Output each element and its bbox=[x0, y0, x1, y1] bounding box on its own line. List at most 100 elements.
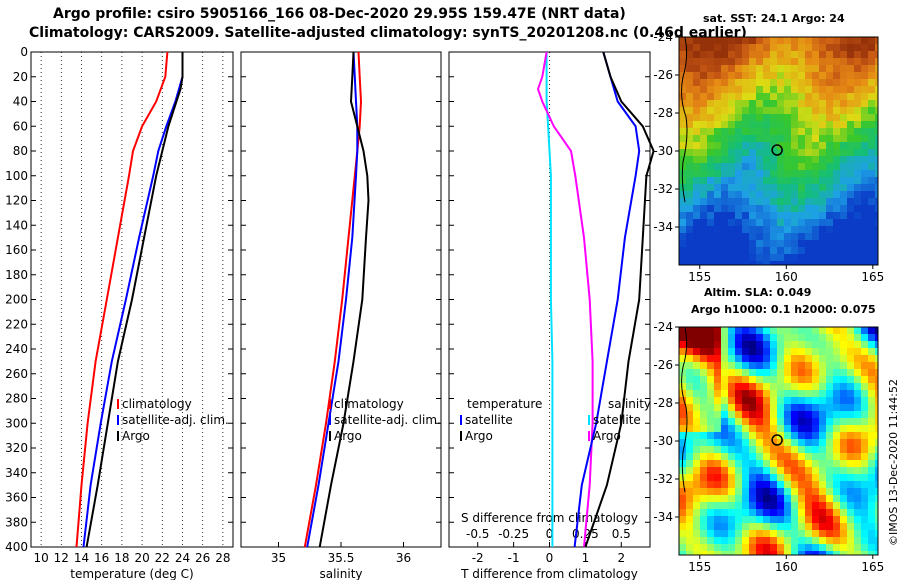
legend-label: Argo bbox=[593, 429, 621, 443]
lat-tick-label: -24 bbox=[653, 30, 673, 44]
lon-tick-label: 165 bbox=[861, 270, 884, 284]
lat-tick-label: -32 bbox=[653, 472, 673, 486]
lat-tick-label: -24 bbox=[653, 320, 673, 334]
temperature-tick-label: 28 bbox=[215, 551, 230, 565]
t-diff-tick-label: -1 bbox=[508, 551, 520, 565]
s-diff-axis-label: S difference from climatology bbox=[461, 511, 638, 525]
depth-tick-label: 120 bbox=[5, 194, 28, 208]
lat-tick-label: -30 bbox=[653, 144, 673, 158]
climatology-title: Climatology: CARS2009. Satellite-adjuste… bbox=[29, 25, 747, 41]
series-t-argo bbox=[584, 51, 655, 548]
depth-tick-label: 380 bbox=[5, 515, 28, 529]
series-t-satellite bbox=[573, 51, 641, 548]
sst-map-title: sat. SST: 24.1 Argo: 24 bbox=[703, 12, 845, 25]
lon-tick-label: 155 bbox=[688, 560, 711, 574]
temperature-tick-label: 20 bbox=[134, 551, 149, 565]
temperature-tick-label: 26 bbox=[195, 551, 210, 565]
t-diff-tick-label: 0 bbox=[546, 551, 554, 565]
sst-map: -24 -26 -28 -30 -32 -34 155 160 165 bbox=[653, 30, 884, 284]
lat-tick-label: -26 bbox=[653, 358, 673, 372]
depth-tick-label: 300 bbox=[5, 416, 28, 430]
difference-panel: -2 -1 0 1 2-0.5 -0.25 0 0.25 0.5S difference fro… bbox=[448, 51, 655, 580]
series-climatology bbox=[75, 51, 169, 548]
salinity-tick-label: 35.5 bbox=[328, 551, 355, 565]
lat-tick-label: -30 bbox=[653, 434, 673, 448]
legend-label: Argo bbox=[465, 429, 493, 443]
lat-tick-label: -28 bbox=[653, 396, 673, 410]
depth-tick-label: 260 bbox=[5, 367, 28, 381]
legend-label: climatology bbox=[334, 397, 404, 411]
legend-label: satellite bbox=[465, 413, 513, 427]
temperature-tick-label: 24 bbox=[175, 551, 190, 565]
map-field bbox=[679, 37, 878, 265]
depth-tick-label: 160 bbox=[5, 243, 28, 257]
lon-tick-label: 165 bbox=[861, 560, 884, 574]
temperature-tick-label: 14 bbox=[74, 551, 89, 565]
depth-tick-label: 80 bbox=[13, 144, 28, 158]
lon-tick-label: 155 bbox=[688, 270, 711, 284]
argo-position-marker bbox=[771, 434, 783, 446]
depth-tick-label: 320 bbox=[5, 441, 28, 455]
profile-title: Argo profile: csiro 5905166_166 08-Dec-2… bbox=[53, 6, 626, 22]
legend-label: satellite-adj. clim. bbox=[122, 413, 229, 427]
t-diff-axis-label: T difference from climatology bbox=[460, 567, 638, 580]
legend-title-salinity: salinity bbox=[608, 397, 651, 411]
legend-label: Argo bbox=[122, 429, 150, 443]
depth-tick-label: 40 bbox=[13, 95, 28, 109]
imos-credit: ©IMOS 13-Dec-2020 11:44:52 bbox=[887, 379, 900, 546]
sla-map: -24 -26 -28 -30 -32 -34 155 160 165 bbox=[653, 320, 884, 574]
lat-tick-label: -34 bbox=[653, 220, 673, 234]
depth-tick-label: 180 bbox=[5, 268, 28, 282]
salinity-panel: 35 35.5 36 salinity climatology satellite-adj… bbox=[240, 51, 442, 580]
t-diff-tick-label: 1 bbox=[582, 551, 590, 565]
t-diff-tick-label: 2 bbox=[617, 551, 625, 565]
lon-tick-label: 160 bbox=[775, 560, 798, 574]
legend-label: satellite-adj. clim. bbox=[334, 413, 441, 427]
depth-tick-label: 400 bbox=[5, 540, 28, 554]
temperature-tick-label: 22 bbox=[155, 551, 170, 565]
series-satellite-adj-clim- bbox=[306, 51, 359, 548]
depth-tick-label: 360 bbox=[5, 491, 28, 505]
sla-map-title-1: Altim. SLA: 0.049 bbox=[704, 286, 812, 299]
coastline bbox=[681, 36, 688, 203]
temperature-tick-label: 10 bbox=[33, 551, 48, 565]
legend-label: climatology bbox=[122, 397, 192, 411]
depth-tick-label: 340 bbox=[5, 466, 28, 480]
depth-tick-label: 0 bbox=[20, 45, 28, 59]
depth-tick-label: 280 bbox=[5, 392, 28, 406]
lat-tick-label: -34 bbox=[653, 510, 673, 524]
lat-tick-label: -26 bbox=[653, 68, 673, 82]
legend-title-temperature: temperature bbox=[467, 397, 542, 411]
sla-map-title-2: Argo h1000: 0.1 h2000: 0.075 bbox=[691, 303, 876, 316]
legend-label: satellite bbox=[593, 413, 641, 427]
series-satellite-adj-clim- bbox=[82, 52, 184, 548]
temperature-panel: 0 20 40 60 80 100 120 140 160 180 200 220 240 260 280 3… bbox=[5, 45, 234, 580]
series-argo bbox=[85, 52, 184, 548]
salinity-tick-label: 35 bbox=[271, 551, 286, 565]
t-diff-tick-label: -2 bbox=[472, 551, 484, 565]
argo-position-marker bbox=[771, 144, 783, 156]
temperature-tick-label: 12 bbox=[54, 551, 69, 565]
salinity-tick-label: 36 bbox=[396, 551, 411, 565]
series-s-argo bbox=[536, 51, 594, 548]
temperature-tick-label: 16 bbox=[94, 551, 109, 565]
lat-tick-label: -32 bbox=[653, 182, 673, 196]
depth-tick-label: 20 bbox=[13, 70, 28, 84]
temperature-tick-label: 18 bbox=[114, 551, 129, 565]
plot-frame bbox=[240, 51, 442, 548]
salinity-axis-label: salinity bbox=[319, 567, 362, 580]
series-climatology bbox=[303, 51, 363, 548]
depth-tick-label: 240 bbox=[5, 342, 28, 356]
coastline bbox=[681, 326, 688, 493]
s-diff-tick-label: -0.25 bbox=[498, 527, 529, 541]
depth-tick-label: 100 bbox=[5, 169, 28, 183]
depth-tick-label: 220 bbox=[5, 317, 28, 331]
legend-label: Argo bbox=[334, 429, 362, 443]
depth-tick-label: 60 bbox=[13, 119, 28, 133]
s-diff-tick-label: 0 bbox=[546, 527, 554, 541]
lat-tick-label: -28 bbox=[653, 106, 673, 120]
depth-tick-label: 140 bbox=[5, 218, 28, 232]
s-diff-tick-label: 0.5 bbox=[612, 527, 631, 541]
map-field bbox=[679, 327, 878, 555]
